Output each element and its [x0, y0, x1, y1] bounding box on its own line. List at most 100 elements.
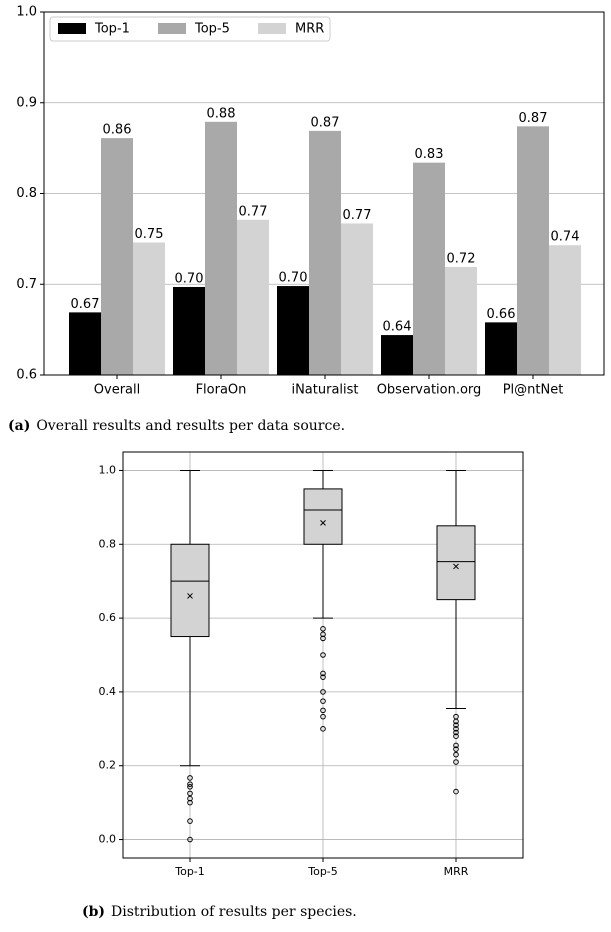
- y-tick-label: 1.0: [16, 5, 37, 20]
- value-label: 0.83: [415, 147, 444, 162]
- value-label: 0.74: [551, 230, 580, 245]
- outlier: [320, 698, 326, 704]
- x-tick-label: Top-1: [174, 865, 205, 878]
- bar: [101, 138, 133, 375]
- value-label: 0.87: [519, 111, 548, 126]
- y-tick-label: 0.6: [16, 368, 37, 383]
- box: [436, 525, 476, 601]
- legend-label: Top-5: [194, 22, 230, 37]
- value-label: 0.88: [207, 106, 236, 121]
- bar: [549, 245, 581, 375]
- outlier: [320, 674, 326, 680]
- bar: [485, 322, 517, 375]
- outlier: [320, 713, 326, 720]
- outlier: [453, 759, 459, 765]
- outlier: [453, 726, 459, 732]
- caption: (b) Distribution of results per species.: [82, 904, 357, 920]
- outlier: [453, 746, 459, 752]
- outlier: [187, 799, 193, 806]
- bar: [173, 286, 205, 375]
- outlier: [187, 783, 193, 790]
- bar: [277, 286, 309, 375]
- y-tick-label: 0.9: [16, 95, 37, 110]
- y-tick-label: 1.0: [99, 463, 117, 476]
- bar: [413, 162, 445, 375]
- value-label: 0.86: [103, 123, 132, 138]
- value-label: 0.77: [343, 208, 372, 223]
- caption-text: Overall results and results per data sou…: [36, 418, 345, 434]
- value-label: 0.70: [175, 271, 204, 286]
- legend-frame: [49, 16, 331, 42]
- outlier: [320, 635, 326, 642]
- value-label: 0.64: [383, 320, 412, 335]
- x-tick-label: Pl@ntNet: [503, 383, 564, 398]
- y-tick-label: 0.2: [99, 759, 117, 772]
- y-tick-label: 0.7: [16, 277, 37, 292]
- bar: [517, 126, 549, 375]
- legend: Top-1 Top-5 MRR: [49, 16, 331, 42]
- legend-label: Top-1: [94, 22, 130, 37]
- outlier: [320, 652, 326, 658]
- caption-text: Distribution of results per species.: [111, 904, 357, 920]
- outlier: [187, 790, 193, 797]
- x-tick-label: iNaturalist: [291, 383, 358, 398]
- caption-label: (a): [8, 418, 30, 434]
- bar: [69, 312, 101, 375]
- outlier: [187, 836, 193, 843]
- outlier: [453, 742, 459, 749]
- bar: [341, 223, 373, 375]
- outlier: [187, 818, 193, 824]
- bar: [309, 130, 341, 375]
- value-label: 0.72: [447, 252, 476, 267]
- value-label: 0.87: [311, 115, 340, 130]
- x-tick-label: FloraOn: [196, 383, 247, 398]
- outlier: [320, 631, 326, 638]
- bar: [237, 219, 269, 375]
- caption: (a) Overall results and results per data …: [8, 418, 345, 434]
- legend-label: MRR: [295, 22, 324, 37]
- caption-label: (b): [82, 904, 105, 920]
- value-label: 0.67: [71, 297, 100, 312]
- outlier: [320, 625, 326, 632]
- outlier: [320, 726, 326, 732]
- outlier: [320, 707, 326, 714]
- bar: [381, 335, 413, 375]
- x-tick-label: Observation.org: [377, 383, 482, 398]
- outlier: [187, 781, 193, 787]
- legend-swatch: [58, 23, 86, 34]
- y-tick-label: 0.0: [99, 833, 117, 846]
- outlier: [320, 670, 326, 677]
- outlier: [187, 795, 193, 802]
- y-tick-label: 0.6: [99, 611, 117, 624]
- bar: [205, 121, 237, 376]
- outlier: [453, 729, 459, 736]
- outlier: [453, 733, 459, 740]
- legend-swatch: [158, 23, 186, 34]
- outlier: [453, 722, 459, 728]
- outlier: [320, 689, 326, 695]
- axes-frame: [43, 11, 605, 376]
- axes-frame: [122, 451, 524, 859]
- x-tick-label: Overall: [94, 383, 140, 398]
- outlier: [453, 788, 459, 795]
- bar: [445, 267, 477, 375]
- mean-marker: [453, 563, 459, 570]
- value-label: 0.75: [135, 227, 164, 242]
- legend-swatch: [258, 23, 286, 34]
- outlier: [453, 718, 459, 725]
- x-tick-label: Top-5: [307, 865, 338, 878]
- outlier: [453, 751, 459, 758]
- y-tick-label: 0.8: [16, 186, 37, 201]
- box: [303, 488, 343, 545]
- bar: [133, 242, 165, 375]
- value-label: 0.66: [487, 307, 516, 322]
- value-label: 0.77: [239, 204, 268, 219]
- value-label: 0.70: [279, 271, 308, 286]
- mean-marker: [187, 593, 193, 599]
- box: [170, 543, 210, 638]
- x-tick-label: MRR: [444, 865, 469, 878]
- outlier: [187, 775, 193, 781]
- y-tick-label: 0.4: [99, 685, 117, 698]
- mean-marker: [320, 520, 326, 526]
